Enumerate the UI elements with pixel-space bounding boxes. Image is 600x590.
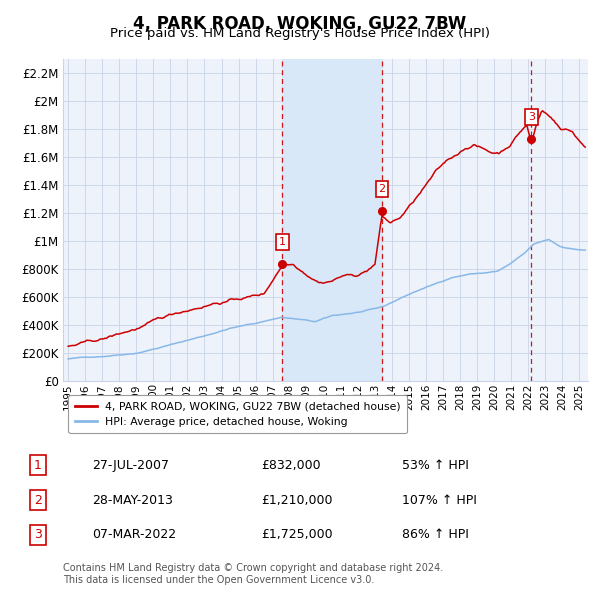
- Text: 27-JUL-2007: 27-JUL-2007: [92, 458, 169, 471]
- Text: 2: 2: [34, 493, 42, 507]
- Text: 3: 3: [528, 112, 535, 122]
- Text: 1: 1: [34, 458, 42, 471]
- Text: £1,210,000: £1,210,000: [261, 493, 332, 507]
- Text: 3: 3: [34, 529, 42, 542]
- Text: 28-MAY-2013: 28-MAY-2013: [92, 493, 173, 507]
- Text: 4, PARK ROAD, WOKING, GU22 7BW: 4, PARK ROAD, WOKING, GU22 7BW: [133, 15, 467, 33]
- Text: This data is licensed under the Open Government Licence v3.0.: This data is licensed under the Open Gov…: [63, 575, 374, 585]
- Bar: [283, 59, 382, 381]
- Text: Contains HM Land Registry data © Crown copyright and database right 2024.: Contains HM Land Registry data © Crown c…: [63, 563, 443, 573]
- Text: 86% ↑ HPI: 86% ↑ HPI: [402, 529, 469, 542]
- Text: 07-MAR-2022: 07-MAR-2022: [92, 529, 176, 542]
- Text: £1,725,000: £1,725,000: [261, 529, 332, 542]
- Text: 1: 1: [279, 237, 286, 247]
- Text: 53% ↑ HPI: 53% ↑ HPI: [402, 458, 469, 471]
- Text: 2: 2: [379, 184, 385, 194]
- Legend: 4, PARK ROAD, WOKING, GU22 7BW (detached house), HPI: Average price, detached ho: 4, PARK ROAD, WOKING, GU22 7BW (detached…: [68, 395, 407, 433]
- Text: Price paid vs. HM Land Registry's House Price Index (HPI): Price paid vs. HM Land Registry's House …: [110, 27, 490, 40]
- Text: 107% ↑ HPI: 107% ↑ HPI: [402, 493, 477, 507]
- Text: £832,000: £832,000: [261, 458, 320, 471]
